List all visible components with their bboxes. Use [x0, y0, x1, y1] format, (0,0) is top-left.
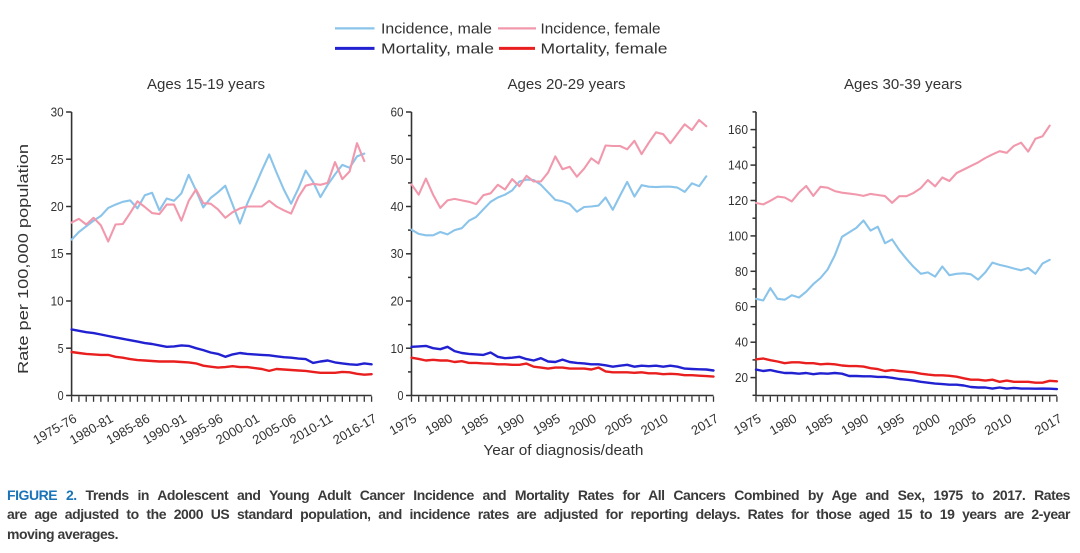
svg-text:50: 50	[391, 152, 404, 167]
svg-text:80: 80	[735, 264, 748, 279]
svg-text:20: 20	[391, 294, 404, 309]
svg-text:30: 30	[51, 105, 64, 120]
svg-text:Incidence, female: Incidence, female	[541, 21, 661, 38]
svg-text:2010: 2010	[982, 411, 1015, 438]
svg-text:Ages 15-19 years: Ages 15-19 years	[147, 76, 265, 93]
svg-text:2000: 2000	[910, 411, 943, 438]
svg-text:60: 60	[735, 299, 748, 314]
svg-text:2010: 2010	[638, 411, 671, 438]
svg-text:2017: 2017	[1032, 411, 1065, 438]
svg-text:1995: 1995	[530, 411, 563, 438]
svg-text:Incidence, male: Incidence, male	[381, 21, 492, 38]
svg-text:15: 15	[51, 246, 64, 261]
svg-text:Mortality, male: Mortality, male	[381, 41, 494, 58]
svg-text:40: 40	[391, 199, 404, 214]
svg-text:30: 30	[391, 246, 404, 261]
svg-text:Year of diagnosis/death: Year of diagnosis/death	[483, 442, 643, 459]
svg-text:Ages 20-29 years: Ages 20-29 years	[508, 76, 626, 93]
svg-text:120: 120	[728, 193, 748, 208]
svg-text:Rate per 100,000 population: Rate per 100,000 population	[16, 144, 32, 374]
svg-text:60: 60	[391, 105, 404, 120]
svg-text:2017: 2017	[688, 411, 721, 438]
svg-text:1980: 1980	[422, 411, 455, 438]
svg-text:1975: 1975	[386, 411, 419, 438]
svg-text:1990: 1990	[838, 411, 871, 438]
svg-text:2010-11: 2010-11	[287, 411, 335, 447]
svg-text:10: 10	[391, 341, 404, 356]
svg-text:160: 160	[728, 122, 748, 137]
svg-text:40: 40	[735, 335, 748, 350]
svg-text:25: 25	[51, 152, 64, 167]
svg-text:1975: 1975	[731, 411, 764, 438]
svg-text:1985: 1985	[803, 411, 836, 438]
svg-text:20: 20	[735, 370, 748, 385]
svg-text:20: 20	[51, 199, 64, 214]
svg-text:1985: 1985	[458, 411, 491, 438]
svg-text:0: 0	[58, 388, 64, 403]
svg-text:2000: 2000	[566, 411, 599, 438]
svg-text:2016-17: 2016-17	[330, 411, 379, 448]
svg-text:5: 5	[58, 341, 64, 356]
svg-text:10: 10	[51, 294, 64, 309]
svg-text:100: 100	[728, 228, 748, 243]
svg-text:Mortality, female: Mortality, female	[541, 41, 668, 58]
svg-text:0: 0	[398, 388, 404, 403]
svg-text:1995: 1995	[874, 411, 907, 438]
svg-text:1990: 1990	[494, 411, 527, 438]
svg-text:1980: 1980	[767, 411, 800, 438]
svg-text:140: 140	[728, 158, 748, 173]
svg-text:2005: 2005	[946, 411, 979, 438]
svg-text:2005: 2005	[602, 411, 635, 438]
svg-text:Ages 30-39 years: Ages 30-39 years	[844, 76, 962, 93]
